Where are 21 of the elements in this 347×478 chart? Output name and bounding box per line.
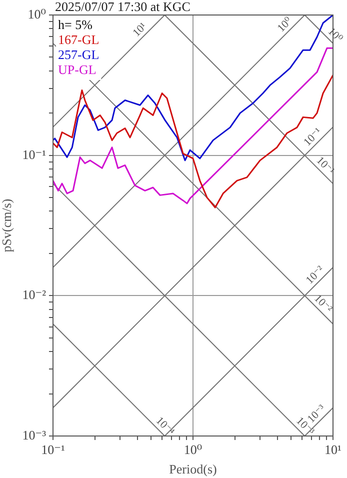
annotation: 10¹ <box>130 20 150 40</box>
annotation: 10⁻¹ <box>314 154 337 178</box>
text: UP-GL <box>58 62 96 77</box>
x-tick-label: 10¹ <box>324 442 342 458</box>
annotation: 10⁻² <box>312 292 335 316</box>
annotation: 10⁻⁴ <box>153 414 177 438</box>
annotation: 10⁰ <box>275 14 296 35</box>
y-axis-title: pSv(cm/s) <box>0 198 14 252</box>
y-tick-label: 10⁻² <box>22 287 46 302</box>
annotation: 10⁻¹ <box>302 126 324 149</box>
x-axis-title: Period(s) <box>169 462 217 477</box>
y-tick-label: 10⁻¹ <box>22 146 46 162</box>
x-tick-label: 10⁰ <box>184 442 202 458</box>
text: 257-GL <box>58 46 100 62</box>
y-tick-label: 10⁻³ <box>22 427 46 442</box>
legend-title: h= 5% <box>58 16 93 32</box>
annotation: 10⁻² <box>304 263 327 286</box>
x-tick-label: 10⁻¹ <box>41 442 65 458</box>
y-tick-label: 10⁰ <box>28 6 46 22</box>
text: 167-GL <box>58 32 100 47</box>
chart-title: 2025/07/07 17:30 at KGC <box>55 0 190 14</box>
